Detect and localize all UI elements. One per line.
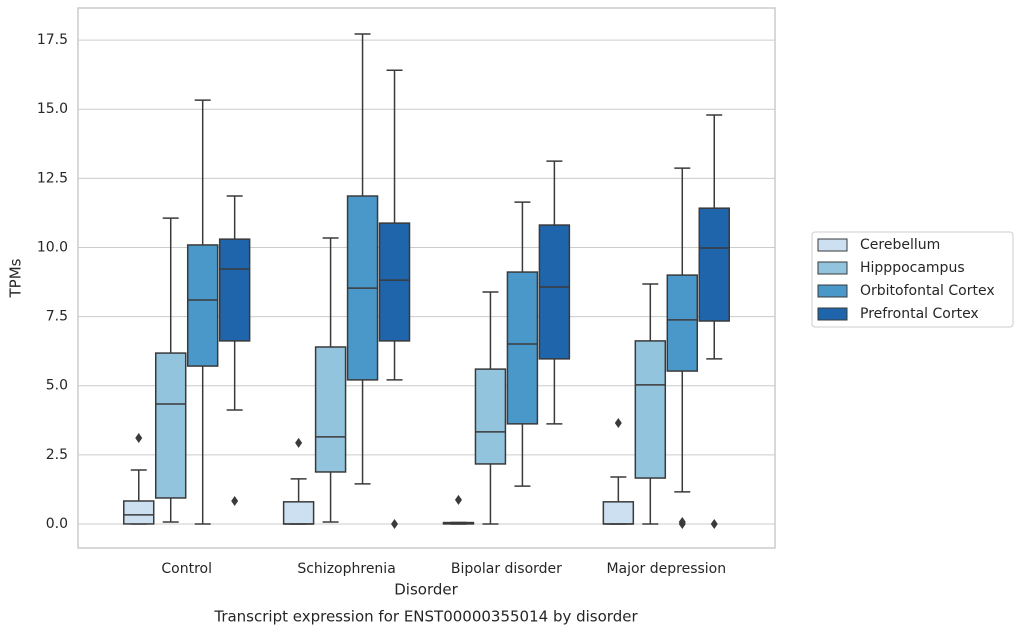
- box: [154, 352, 187, 499]
- y-tick-label: 10.0: [37, 239, 68, 255]
- y-tick-label: 0.0: [46, 516, 68, 532]
- box: [378, 222, 411, 342]
- outlier: [710, 518, 718, 529]
- x-axis-label: Disorder: [394, 581, 458, 599]
- y-tick-label: 7.5: [46, 309, 68, 325]
- y-tick-label: 2.5: [46, 447, 68, 463]
- legend-frame: [811, 231, 1014, 328]
- chart-title: Transcript expression for ENST0000035501…: [213, 608, 638, 626]
- outlier: [231, 495, 239, 506]
- x-tick-label: Schizophrenia: [297, 561, 395, 577]
- box: [314, 346, 347, 473]
- y-axis-label: TPMs: [7, 258, 25, 298]
- box: [506, 271, 539, 425]
- box: [634, 340, 667, 479]
- legend-swatch: [817, 261, 848, 275]
- y-tick-label: 17.5: [37, 32, 68, 48]
- box: [538, 224, 571, 360]
- y-tick-label: 12.5: [37, 170, 68, 186]
- legend-swatch: [817, 284, 848, 298]
- box: [282, 501, 315, 525]
- outlier: [454, 494, 462, 505]
- legend-label: Cerebellum: [860, 237, 940, 253]
- legend-label: Prefrontal Cortex: [860, 306, 979, 322]
- outlier: [295, 437, 303, 448]
- legend-swatch: [817, 238, 848, 252]
- x-tick-label: Control: [161, 561, 212, 577]
- outlier: [135, 432, 143, 443]
- x-tick-label: Bipolar disorder: [451, 561, 562, 577]
- y-tick-label: 15.0: [37, 101, 68, 117]
- x-tick-label: Major depression: [606, 561, 726, 577]
- box: [602, 501, 635, 525]
- legend-swatch: [817, 307, 848, 321]
- box: [123, 500, 155, 525]
- box: [218, 238, 251, 342]
- box: [474, 368, 507, 465]
- legend-label: Orbitofontal Cortex: [860, 283, 995, 299]
- box: [698, 207, 730, 322]
- outlier: [678, 518, 686, 529]
- y-tick-label: 5.0: [46, 378, 68, 394]
- outlier: [614, 418, 622, 429]
- box: [666, 274, 699, 372]
- legend-label: Hipppocampus: [860, 260, 965, 276]
- outlier: [391, 518, 399, 529]
- box: [186, 244, 219, 367]
- plot-frame: [77, 7, 776, 549]
